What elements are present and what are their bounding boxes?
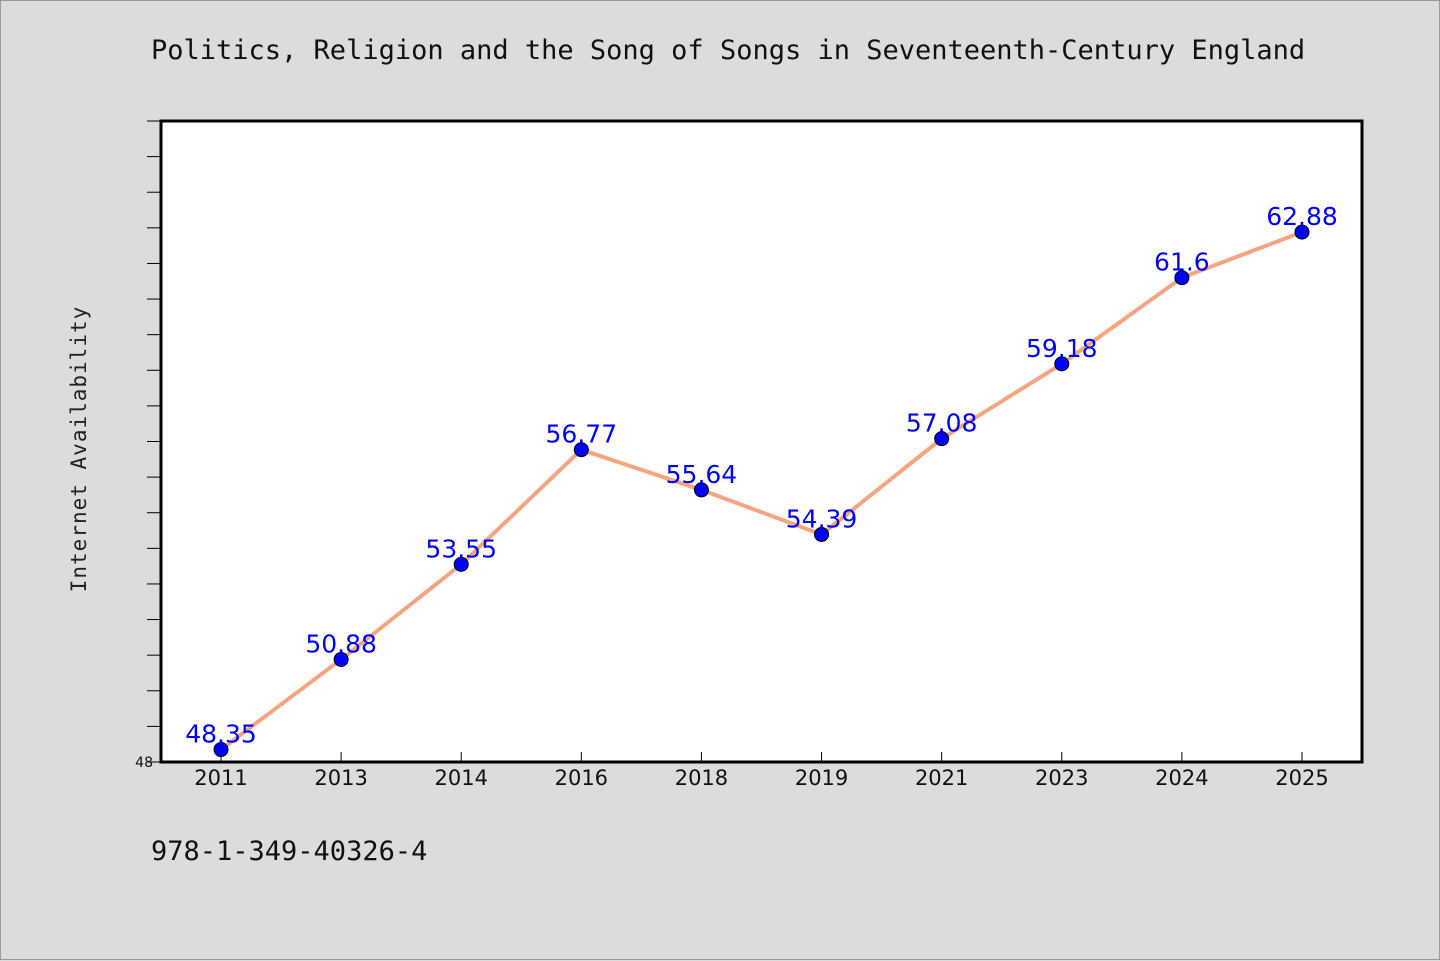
y-axis-ticks: 48: [135, 120, 161, 771]
data-label: 55.64: [666, 460, 738, 489]
x-tick-label: 2016: [555, 766, 608, 790]
chart-title: Politics, Religion and the Song of Songs…: [151, 35, 1306, 66]
data-point: [333, 651, 349, 667]
x-tick-label: 2023: [1035, 766, 1088, 790]
data-label: 61.6: [1154, 248, 1210, 277]
series-layer: 48.35 50.88 53.55 56.77 55.64 54.39 57.08 59.18…: [185, 202, 1338, 758]
x-tick-label: 2014: [434, 766, 487, 790]
data-label: 59.18: [1026, 334, 1098, 363]
x-tick-label: 2019: [795, 766, 848, 790]
data-point: [453, 556, 469, 572]
y-tick-label: 48: [135, 755, 153, 771]
data-label: 56.77: [546, 420, 618, 449]
data-point: [213, 742, 229, 758]
isbn-code: 978-1-349-40326-4: [151, 836, 428, 867]
data-point: [1174, 270, 1190, 286]
data-point: [1294, 224, 1310, 240]
data-label: 62.88: [1266, 202, 1338, 231]
data-point: [814, 526, 830, 542]
x-tick-label: 2025: [1275, 766, 1328, 790]
data-label: 54.39: [786, 504, 858, 533]
data-label: 53.55: [425, 534, 497, 563]
x-tick-label: 2013: [314, 766, 367, 790]
data-label: 48.35: [185, 720, 257, 749]
y-axis-title: Internet Availability: [67, 306, 91, 593]
data-point: [934, 431, 950, 447]
x-tick-label: 2011: [194, 766, 247, 790]
plot-area: [159, 119, 1364, 764]
x-tick-label: 2018: [675, 766, 728, 790]
x-axis-ticks: 2011 2013 2014 2016 2018 2019 2021 2023 2024 2025: [194, 752, 1329, 790]
data-point: [693, 482, 709, 498]
data-point: [573, 442, 589, 458]
data-point: [1054, 356, 1070, 372]
data-label: 50.88: [305, 629, 377, 658]
x-tick-label: 2024: [1155, 766, 1208, 790]
x-tick-label: 2021: [915, 766, 968, 790]
data-label: 57.08: [906, 409, 978, 438]
series-line: [219, 230, 1304, 752]
